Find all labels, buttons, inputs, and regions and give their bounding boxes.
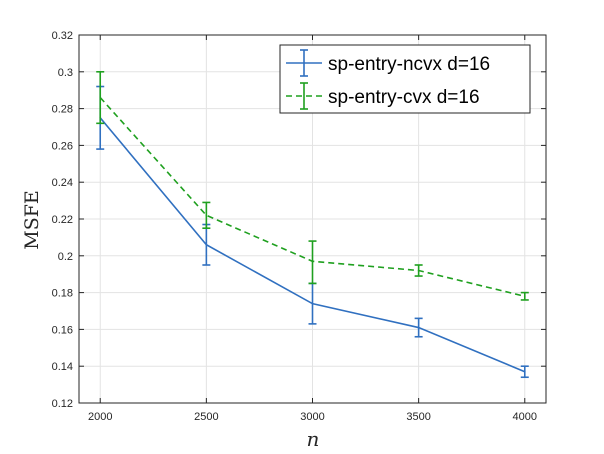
legend-label: sp-entry-ncvx d=16: [328, 54, 490, 75]
x-tick-label: 2500: [194, 411, 218, 423]
data-point: [99, 97, 101, 99]
y-tick-label: 0.26: [52, 140, 73, 152]
y-axis-label: MSFE: [21, 190, 43, 250]
y-tick-label: 0.14: [52, 361, 73, 373]
y-tick-label: 0.16: [52, 324, 73, 336]
legend: sp-entry-ncvx d=16 sp-entry-cvx d=16: [280, 45, 530, 113]
y-tick-label: 0.18: [52, 288, 73, 300]
x-axis-label: n: [307, 427, 320, 451]
y-tick-label: 0.28: [52, 104, 73, 116]
data-point: [418, 270, 420, 272]
data-point: [206, 244, 208, 246]
x-tick-label: 3500: [406, 411, 430, 423]
y-tick-label: 0.32: [52, 30, 73, 42]
data-point: [524, 295, 526, 297]
y-tick-label: 0.2: [58, 251, 73, 263]
data-point: [312, 303, 314, 305]
y-tick-label: 0.22: [52, 214, 73, 226]
x-tick-label: 2000: [88, 411, 112, 423]
data-point: [524, 371, 526, 373]
x-tick-label: 4000: [513, 411, 537, 423]
y-tick-label: 0.24: [52, 177, 73, 189]
x-tick-label: 3000: [300, 411, 324, 423]
data-point: [312, 261, 314, 263]
data-point: [206, 215, 208, 217]
y-tick-label: 0.12: [52, 398, 73, 410]
data-point: [418, 327, 420, 329]
y-tick-label: 0.3: [58, 67, 73, 79]
legend-label: sp-entry-cvx d=16: [328, 87, 480, 108]
